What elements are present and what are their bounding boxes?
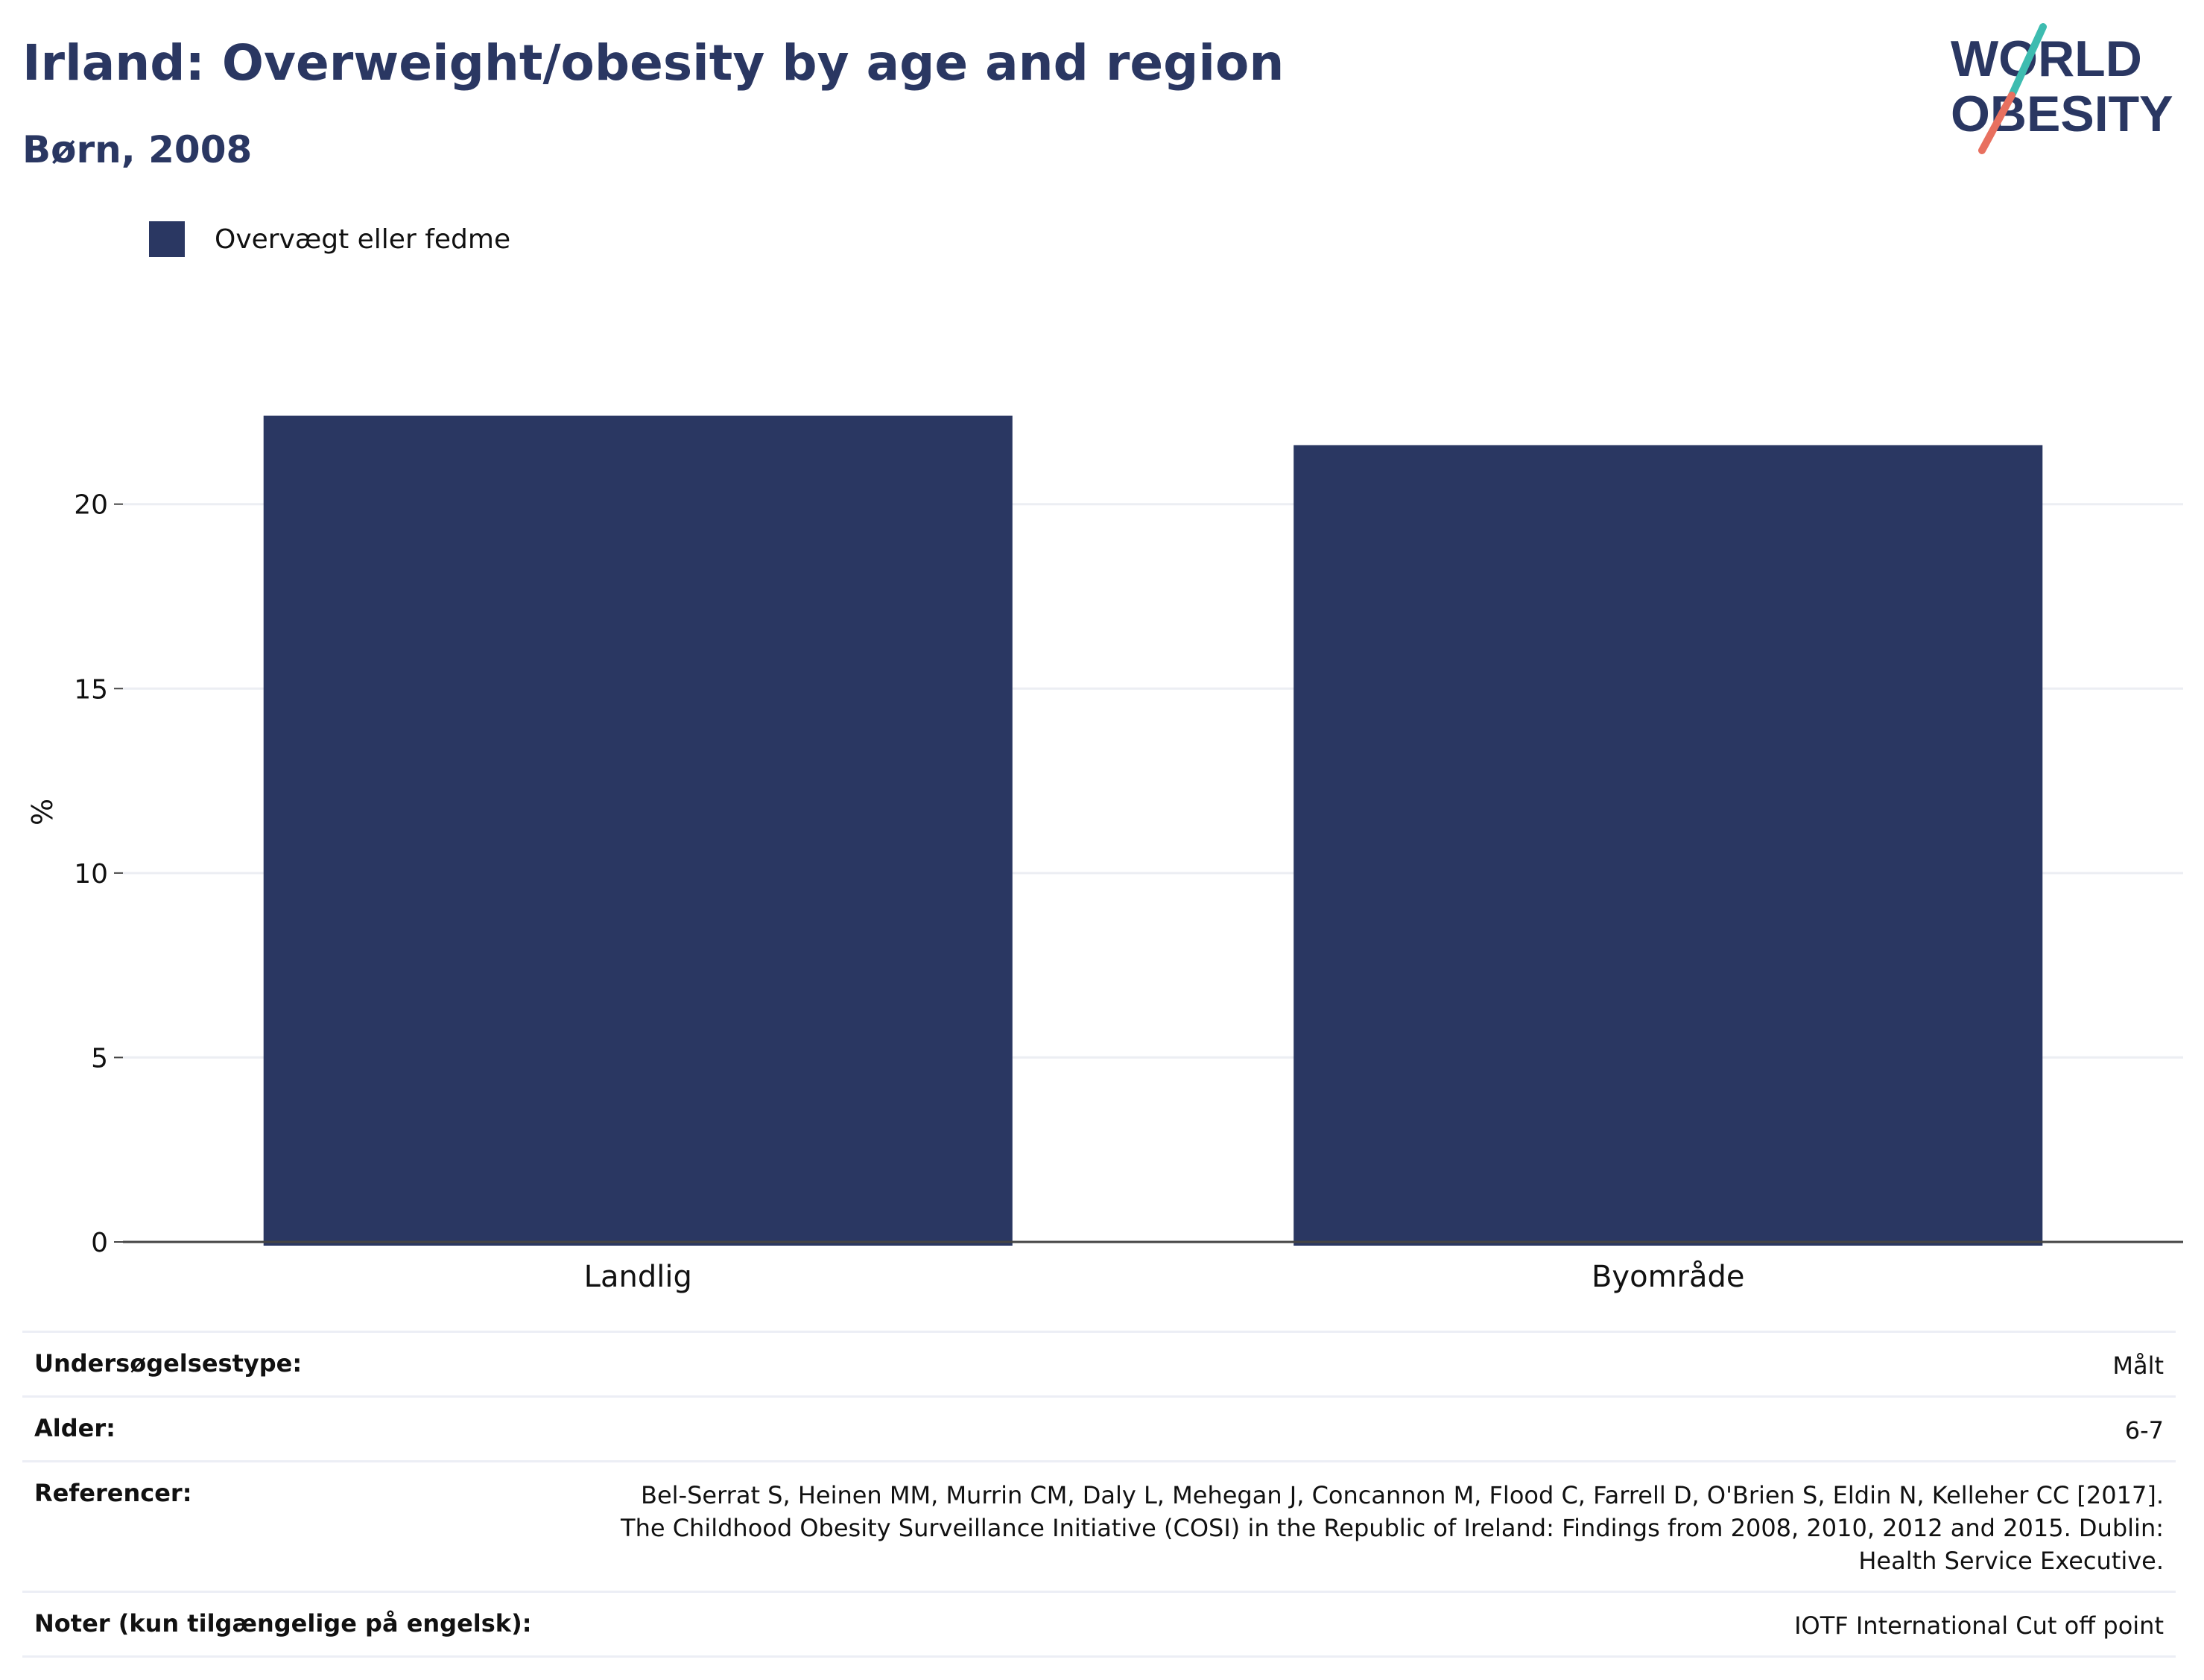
world-obesity-logo: WORLD OBESITY bbox=[1951, 23, 2173, 154]
info-label: Noter (kun tilgængelige på engelsk): bbox=[34, 1609, 532, 1638]
logo-word-world: WORLD bbox=[1951, 31, 2142, 87]
chart-title: Irland: Overweight/obesity by age and re… bbox=[22, 34, 1285, 92]
x-tick-label: Byområde bbox=[1592, 1260, 1745, 1294]
info-value: Bel-Serrat S, Heinen MM, Murrin CM, Daly… bbox=[621, 1481, 2164, 1575]
info-label: Referencer: bbox=[34, 1479, 192, 1507]
y-axis-label: % bbox=[26, 799, 59, 825]
chart-subtitle: Børn, 2008 bbox=[22, 128, 253, 171]
info-label: Undersøgelsestype: bbox=[34, 1349, 303, 1378]
y-tick-label: 15 bbox=[74, 674, 108, 705]
x-tick-label: Landlig bbox=[584, 1260, 692, 1294]
legend-swatch bbox=[149, 221, 185, 257]
axes: 0 5 10 15 20 Landlig Byområde bbox=[74, 490, 2183, 1294]
logo-slash-bottom bbox=[1978, 92, 2015, 154]
info-row: Undersøgelsestype: Målt bbox=[22, 1331, 2176, 1395]
legend-label: Overvægt eller fedme bbox=[215, 224, 511, 255]
info-value: 6-7 bbox=[2124, 1416, 2164, 1445]
info-label: Alder: bbox=[34, 1414, 115, 1442]
y-tick-label: 5 bbox=[91, 1043, 108, 1074]
info-row: Noter (kun tilgængelige på engelsk): IOTF… bbox=[22, 1591, 2176, 1658]
y-tick-label: 20 bbox=[74, 490, 108, 521]
bar-landlig[interactable] bbox=[263, 415, 1013, 1246]
logo-word-obesity: OBESITY bbox=[1951, 86, 2173, 142]
legend[interactable]: Overvægt eller fedme bbox=[149, 220, 510, 259]
logo-slash-top bbox=[2008, 23, 2047, 99]
info-value: Målt bbox=[2112, 1351, 2164, 1380]
y-tick-label: 10 bbox=[74, 859, 108, 890]
info-row: Referencer: Bel-Serrat S, Heinen MM, Murr… bbox=[22, 1460, 2176, 1591]
bars bbox=[263, 415, 2043, 1246]
y-tick-label: 0 bbox=[91, 1228, 108, 1258]
bar-chart: 0 5 10 15 20 Landlig Byområde % bbox=[26, 415, 2183, 1294]
info-value: IOTF International Cut off point bbox=[1794, 1611, 2164, 1640]
bar-byområde[interactable] bbox=[1293, 445, 2043, 1246]
info-row: Alder: 6-7 bbox=[22, 1395, 2176, 1460]
info-table: Undersøgelsestype: Målt Alder: 6-7 Reference… bbox=[22, 1331, 2176, 1658]
